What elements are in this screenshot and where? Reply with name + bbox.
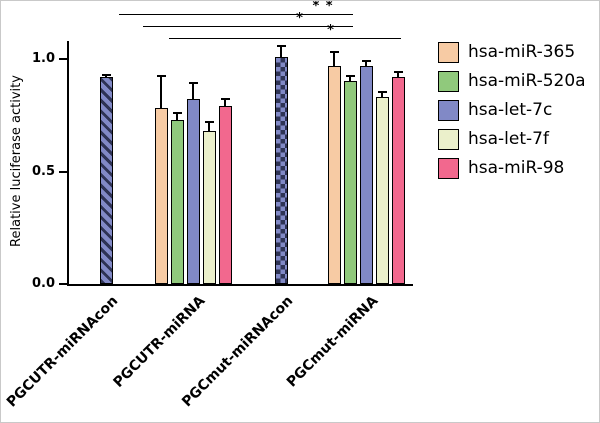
legend-item: hsa-miR-365 xyxy=(438,42,586,63)
error-bar-cap xyxy=(188,82,198,84)
legend-label: hsa-miR-365 xyxy=(468,42,576,62)
error-bar-cap xyxy=(329,51,339,53)
legend-label: hsa-let-7c xyxy=(468,100,553,120)
error-bar-cap xyxy=(156,75,166,77)
error-bar xyxy=(176,113,178,120)
significance-stars: * xyxy=(296,11,304,26)
bar xyxy=(99,77,113,284)
significance-line xyxy=(119,14,353,16)
legend-item: hsa-miR-520a xyxy=(438,71,586,92)
legend-item: hsa-let-7f xyxy=(438,129,586,150)
legend-swatch xyxy=(438,100,459,121)
bar xyxy=(218,106,232,284)
error-bar xyxy=(224,99,226,106)
error-bar xyxy=(365,61,367,66)
y-tick xyxy=(59,58,67,60)
bar xyxy=(186,99,200,284)
y-axis-label: Relative luciferase activity xyxy=(9,75,24,247)
legend-swatch xyxy=(438,71,459,92)
error-bar xyxy=(381,92,383,97)
y-tick-label: 0.5 xyxy=(31,163,55,179)
bar xyxy=(327,66,341,284)
legend-item: hsa-miR-98 xyxy=(438,158,586,179)
error-bar-cap xyxy=(393,71,403,73)
error-bar xyxy=(280,46,282,57)
error-bar-cap xyxy=(220,98,230,100)
legend-swatch xyxy=(438,129,459,150)
error-bar xyxy=(349,76,351,81)
error-bar-cap xyxy=(345,75,355,77)
error-bar-cap xyxy=(172,112,182,114)
legend-label: hsa-miR-98 xyxy=(468,158,565,178)
bar xyxy=(170,120,184,284)
error-bar-cap xyxy=(377,91,387,93)
bar xyxy=(343,81,357,284)
error-bar xyxy=(192,83,194,99)
bar xyxy=(391,77,405,284)
legend-swatch xyxy=(438,42,459,63)
bar xyxy=(375,97,389,284)
x-axis xyxy=(67,284,413,286)
bar xyxy=(202,131,216,284)
significance-stars: * * xyxy=(312,0,334,14)
legend-item: hsa-let-7c xyxy=(438,100,586,121)
significance-line xyxy=(143,26,353,28)
y-tick-label: 1.0 xyxy=(31,51,55,66)
bar xyxy=(154,108,168,284)
bar xyxy=(359,66,373,284)
error-bar-cap xyxy=(276,45,286,47)
legend-label: hsa-let-7f xyxy=(468,129,549,149)
error-bar xyxy=(397,72,399,77)
legend-label: hsa-miR-520a xyxy=(468,71,586,91)
legend-swatch xyxy=(438,158,459,179)
significance-stars: * xyxy=(327,23,335,38)
y-tick xyxy=(59,170,67,173)
error-bar-cap xyxy=(204,121,214,123)
error-bar-cap xyxy=(361,60,371,62)
bar xyxy=(274,57,288,284)
legend: hsa-miR-365 hsa-miR-520a hsa-let-7c hsa-let… xyxy=(438,42,586,179)
error-bar xyxy=(333,52,335,66)
error-bar xyxy=(208,122,210,131)
error-bar-cap xyxy=(101,74,111,76)
y-tick xyxy=(59,283,67,285)
significance-line xyxy=(169,38,401,40)
y-tick-label: 0.0 xyxy=(31,276,55,291)
y-axis xyxy=(67,41,69,286)
error-bar xyxy=(160,76,162,108)
error-bar xyxy=(105,75,107,77)
